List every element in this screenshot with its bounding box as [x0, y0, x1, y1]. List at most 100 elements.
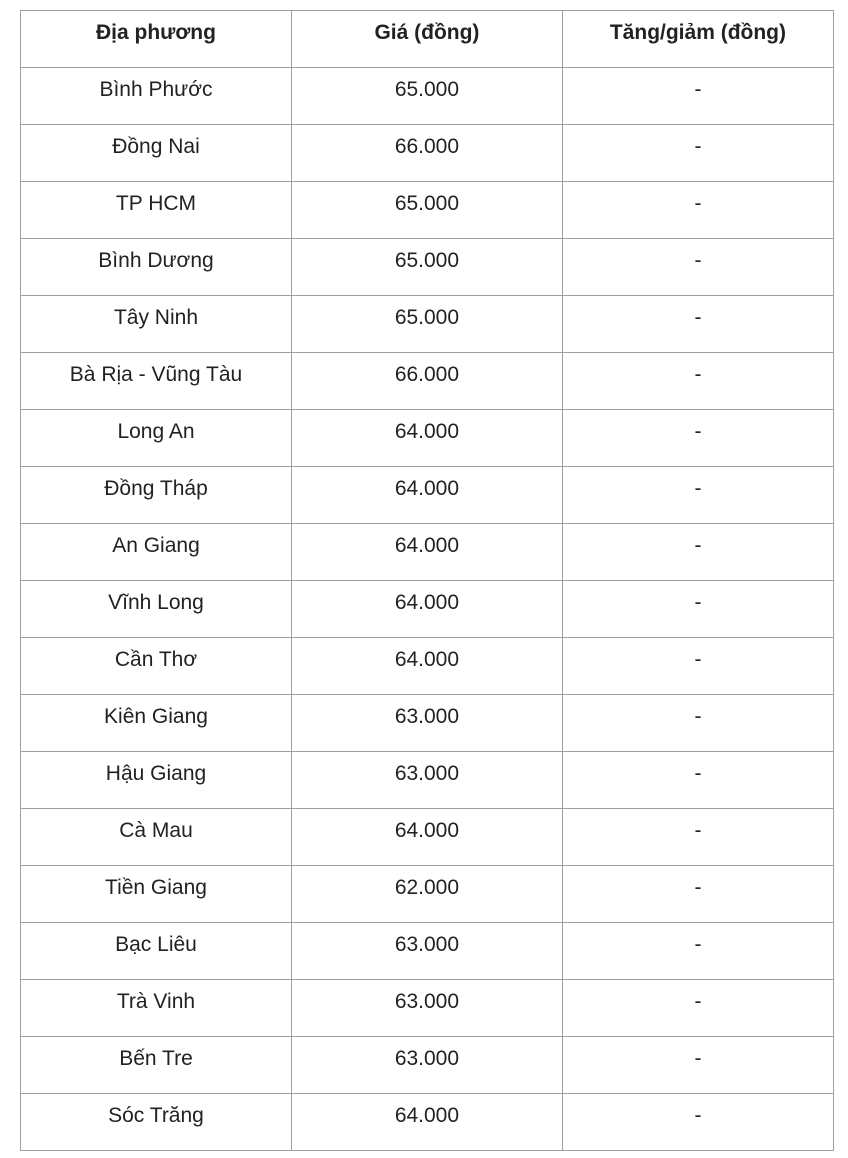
cell-location: Vĩnh Long: [20, 580, 292, 638]
cell-location: An Giang: [20, 523, 292, 581]
table-row: Tây Ninh 65.000 -: [20, 295, 835, 353]
cell-change: -: [561, 808, 835, 866]
cell-price-text: 63.000: [394, 1047, 460, 1070]
cell-change: -: [561, 124, 835, 182]
cell-location: Bà Rịa - Vũng Tàu: [20, 352, 292, 410]
cell-change-text: -: [694, 363, 702, 386]
table-row: Long An 64.000 -: [20, 409, 835, 467]
cell-location: Tiền Giang: [20, 865, 292, 923]
cell-change-text: -: [694, 534, 702, 557]
cell-change-text: -: [694, 876, 702, 899]
table-row: Bà Rịa - Vũng Tàu 66.000 -: [20, 352, 835, 410]
cell-change-text: -: [694, 1047, 702, 1070]
cell-change: -: [561, 694, 835, 752]
cell-location: Hậu Giang: [20, 751, 292, 809]
cell-location: Tây Ninh: [20, 295, 292, 353]
cell-location: Đồng Nai: [20, 124, 292, 182]
cell-price-text: 64.000: [394, 534, 460, 557]
cell-location-text: Tiền Giang: [105, 876, 207, 899]
cell-price-text: 64.000: [394, 819, 460, 842]
cell-price-text: 66.000: [394, 135, 460, 158]
cell-price-text: 65.000: [394, 78, 460, 101]
cell-change: -: [561, 523, 835, 581]
cell-location-text: Bà Rịa - Vũng Tàu: [69, 363, 243, 386]
table-row: An Giang 64.000 -: [20, 523, 835, 581]
cell-location-text: Cà Mau: [119, 819, 193, 842]
cell-price: 66.000: [290, 124, 563, 182]
cell-price-text: 64.000: [394, 420, 460, 443]
header-location-label: Địa phương: [96, 21, 216, 44]
table-row: Vĩnh Long 64.000 -: [20, 580, 835, 638]
cell-change: -: [561, 466, 835, 524]
cell-location: Trà Vinh: [20, 979, 292, 1037]
cell-price-text: 64.000: [394, 648, 460, 671]
cell-price: 64.000: [290, 637, 563, 695]
table-row: Trà Vinh 63.000 -: [20, 979, 835, 1037]
cell-change-text: -: [694, 135, 702, 158]
table-row: Đồng Nai 66.000 -: [20, 124, 835, 182]
cell-change: -: [561, 1036, 835, 1094]
cell-location: Long An: [20, 409, 292, 467]
cell-location-text: Vĩnh Long: [108, 591, 204, 614]
cell-price: 63.000: [290, 1036, 563, 1094]
cell-price: 63.000: [290, 751, 563, 809]
table-row: Bình Phước 65.000 -: [20, 67, 835, 125]
cell-change: -: [561, 409, 835, 467]
cell-change-text: -: [694, 933, 702, 956]
cell-price: 65.000: [290, 67, 563, 125]
cell-location-text: Bình Phước: [99, 78, 213, 101]
table-row: Kiên Giang 63.000 -: [20, 694, 835, 752]
cell-change-text: -: [694, 249, 702, 272]
header-location: Địa phương: [20, 10, 292, 68]
cell-location-text: TP HCM: [115, 192, 197, 215]
cell-location-text: An Giang: [112, 534, 200, 557]
cell-price: 66.000: [290, 352, 563, 410]
cell-price: 64.000: [290, 1093, 563, 1151]
cell-location-text: Trà Vinh: [116, 990, 196, 1013]
cell-price-text: 63.000: [394, 933, 460, 956]
cell-change-text: -: [694, 306, 702, 329]
cell-location: Cà Mau: [20, 808, 292, 866]
cell-change: -: [561, 922, 835, 980]
cell-price: 63.000: [290, 694, 563, 752]
header-change: Tăng/giảm (đồng): [561, 10, 835, 68]
price-table: Địa phương Giá (đồng) Tăng/giảm (đồng) B…: [20, 10, 835, 1151]
cell-price-text: 64.000: [394, 591, 460, 614]
cell-change: -: [561, 352, 835, 410]
cell-change-text: -: [694, 648, 702, 671]
cell-location: Bạc Liêu: [20, 922, 292, 980]
header-price: Giá (đồng): [290, 10, 563, 68]
cell-location: Bình Dương: [20, 238, 292, 296]
cell-price: 64.000: [290, 580, 563, 638]
cell-price-text: 63.000: [394, 705, 460, 728]
table-row: Đồng Tháp 64.000 -: [20, 466, 835, 524]
cell-price: 65.000: [290, 238, 563, 296]
cell-change: -: [561, 979, 835, 1037]
cell-change: -: [561, 181, 835, 239]
cell-price-text: 65.000: [394, 249, 460, 272]
cell-location: TP HCM: [20, 181, 292, 239]
cell-location-text: Sóc Trăng: [108, 1104, 204, 1127]
cell-price: 64.000: [290, 808, 563, 866]
table-row: Bình Dương 65.000 -: [20, 238, 835, 296]
header-row: Địa phương Giá (đồng) Tăng/giảm (đồng): [20, 10, 835, 68]
table-row: Tiền Giang 62.000 -: [20, 865, 835, 923]
cell-price: 64.000: [290, 466, 563, 524]
cell-change-text: -: [694, 591, 702, 614]
cell-location: Bến Tre: [20, 1036, 292, 1094]
cell-change-text: -: [694, 477, 702, 500]
cell-change-text: -: [694, 762, 702, 785]
cell-location-text: Cần Thơ: [114, 648, 198, 671]
cell-change-text: -: [694, 990, 702, 1013]
cell-location: Sóc Trăng: [20, 1093, 292, 1151]
cell-location-text: Đồng Tháp: [104, 477, 208, 500]
cell-price: 63.000: [290, 922, 563, 980]
cell-location-text: Bình Dương: [98, 249, 214, 272]
cell-change: -: [561, 751, 835, 809]
cell-change-text: -: [694, 1104, 702, 1127]
cell-price-text: 66.000: [394, 363, 460, 386]
header-price-label: Giá (đồng): [374, 21, 480, 44]
table-row: Bến Tre 63.000 -: [20, 1036, 835, 1094]
cell-change: -: [561, 580, 835, 638]
cell-price-text: 63.000: [394, 990, 460, 1013]
